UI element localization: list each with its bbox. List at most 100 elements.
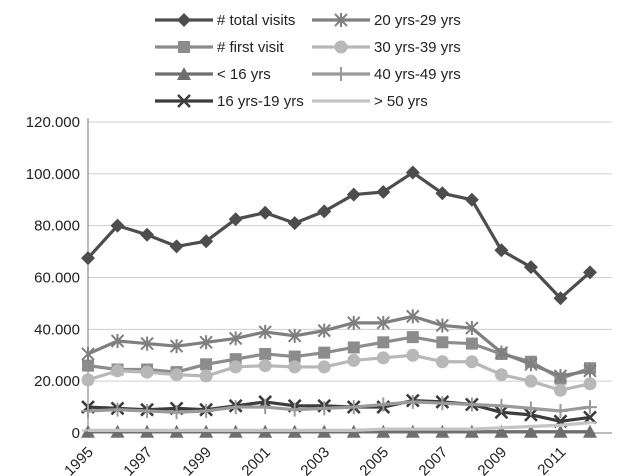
data-point	[406, 309, 420, 324]
legend-entry: 30 yrs-39 yrs	[312, 39, 461, 56]
x-tick-label: 2011	[534, 444, 569, 476]
legend-label: < 16 yrs	[217, 66, 271, 83]
data-point	[110, 402, 125, 417]
data-point	[523, 401, 538, 416]
data-point	[288, 360, 302, 374]
data-point	[347, 315, 361, 330]
data-point	[228, 212, 243, 227]
data-point	[553, 403, 568, 418]
data-point	[169, 339, 184, 354]
data-point	[464, 424, 479, 438]
y-tick-label: 20.000	[34, 373, 80, 390]
data-point	[347, 341, 360, 354]
data-point	[494, 398, 509, 413]
data-point	[435, 186, 450, 201]
data-point	[169, 405, 184, 420]
legend-marker	[334, 67, 348, 81]
data-point	[406, 348, 420, 362]
x-tick-label: 1995	[61, 444, 97, 476]
legend-marker	[178, 41, 190, 53]
y-tick-label: 120.000	[26, 114, 80, 131]
data-point	[524, 374, 538, 388]
series-5	[81, 348, 597, 397]
data-point	[317, 204, 332, 219]
series-0	[81, 165, 597, 306]
data-point	[553, 291, 568, 306]
legend-entry: 20 yrs-29 yrs	[312, 12, 461, 29]
data-point	[199, 234, 214, 249]
data-point	[346, 187, 361, 202]
legend-entry: 16 yrs-19 yrs	[155, 93, 304, 110]
legend-entry: < 16 yrs	[155, 66, 271, 83]
series-layer	[81, 165, 597, 438]
data-point	[583, 377, 597, 391]
legend-marker	[334, 13, 348, 27]
data-point	[465, 321, 479, 336]
data-point	[317, 401, 332, 416]
legend-entry: # first visit	[155, 39, 285, 56]
data-point	[583, 363, 597, 378]
x-tick-label: 1999	[179, 444, 215, 476]
data-point	[258, 324, 272, 339]
legend-entry: > 50 yrs	[312, 93, 428, 110]
legend-marker	[334, 40, 348, 54]
data-point	[376, 351, 390, 365]
data-point	[258, 400, 273, 415]
data-point	[435, 318, 450, 333]
y-tick-label: 60.000	[34, 270, 80, 287]
y-tick-label: 40.000	[34, 321, 80, 338]
data-point	[110, 333, 125, 348]
data-point	[81, 251, 95, 266]
data-point	[288, 350, 301, 363]
data-point	[405, 165, 420, 180]
x-tick-label: 2009	[475, 444, 511, 476]
data-point	[464, 397, 479, 412]
data-point	[405, 424, 420, 438]
legend-label: 20 yrs-29 yrs	[374, 12, 461, 29]
series-1	[82, 331, 596, 385]
data-point	[435, 355, 449, 369]
series-line	[86, 170, 592, 300]
data-point	[317, 323, 331, 338]
data-point	[464, 192, 479, 207]
data-point	[465, 355, 479, 369]
data-point	[258, 359, 272, 373]
data-point	[318, 346, 331, 359]
legend: # total visits # first visit < 16 yrs 16 yr…	[155, 12, 461, 110]
x-tick-label: 2007	[416, 444, 452, 476]
data-point	[317, 360, 331, 374]
data-point	[111, 364, 125, 378]
data-point	[406, 331, 419, 344]
data-point	[435, 396, 450, 411]
series-line	[87, 353, 591, 392]
series-line	[88, 421, 591, 433]
data-point	[494, 243, 509, 258]
data-point	[169, 239, 184, 254]
x-tick-label: 2001	[238, 444, 274, 476]
data-point	[140, 403, 155, 418]
legend-label: > 50 yrs	[374, 93, 428, 110]
data-point	[405, 394, 420, 409]
legend-entry: # total visits	[155, 12, 295, 29]
data-point	[583, 424, 597, 438]
x-tick-label: 2003	[297, 444, 333, 476]
legend-label: # total visits	[217, 12, 295, 29]
data-point	[228, 331, 243, 346]
legend-marker	[177, 13, 191, 27]
data-point	[81, 373, 95, 387]
data-point	[81, 403, 95, 418]
data-point	[199, 335, 213, 350]
legend-entry: 40 yrs-49 yrs	[312, 66, 461, 83]
data-point	[553, 383, 567, 397]
axes: 0 20.000 40.000 60.000 80.000 100.000 120.000 1…	[26, 114, 612, 476]
data-point	[376, 424, 391, 438]
data-point	[583, 265, 597, 280]
x-tick-label: 2005	[357, 444, 393, 476]
data-point	[199, 369, 213, 383]
data-point	[82, 359, 94, 372]
data-point	[376, 397, 391, 412]
data-point	[140, 336, 154, 351]
data-point	[523, 260, 538, 275]
data-point	[465, 337, 478, 350]
